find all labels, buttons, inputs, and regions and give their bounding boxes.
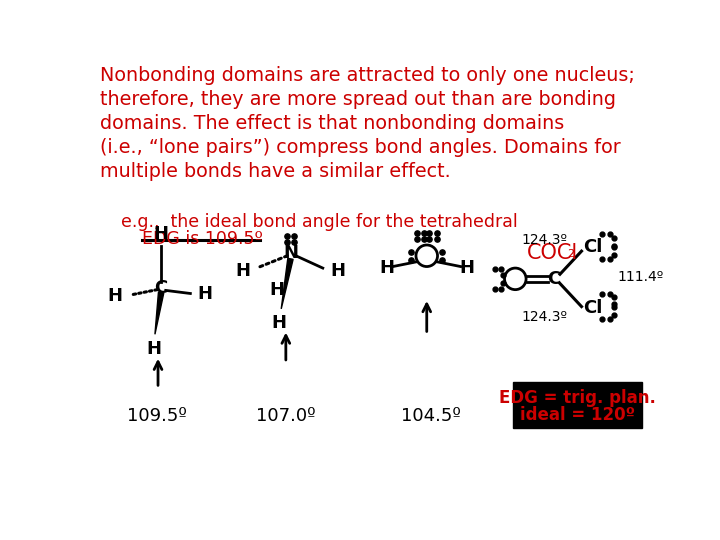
- Text: H: H: [235, 262, 251, 280]
- Text: 124.3º: 124.3º: [521, 233, 567, 247]
- Text: e.g.,  the ideal bond angle for the tetrahedral: e.g., the ideal bond angle for the tetra…: [121, 213, 518, 231]
- Polygon shape: [155, 292, 163, 334]
- Text: H: H: [459, 259, 474, 277]
- Text: ideal = 120º: ideal = 120º: [520, 406, 635, 424]
- Text: Cl: Cl: [583, 238, 603, 255]
- Text: 104.5º: 104.5º: [400, 408, 461, 426]
- Text: N: N: [283, 244, 298, 262]
- Text: H: H: [153, 225, 168, 244]
- Text: H: H: [146, 340, 161, 359]
- Text: COCl: COCl: [527, 244, 578, 264]
- Text: Nonbonding domains are attracted to only one nucleus;
therefore, they are more s: Nonbonding domains are attracted to only…: [99, 66, 634, 180]
- Text: H: H: [197, 285, 212, 303]
- Text: 107.0º: 107.0º: [256, 408, 315, 426]
- Text: 109.5º: 109.5º: [127, 408, 187, 426]
- Text: EDG = trig. plan.: EDG = trig. plan.: [499, 389, 656, 407]
- Bar: [513, 382, 642, 428]
- Polygon shape: [282, 258, 293, 309]
- Text: 111.4º: 111.4º: [618, 271, 664, 285]
- Text: H: H: [271, 314, 287, 332]
- Text: H: H: [107, 287, 122, 305]
- Text: H: H: [269, 281, 284, 299]
- Text: H: H: [330, 262, 346, 280]
- Text: C: C: [155, 279, 168, 297]
- Text: ₂: ₂: [567, 244, 574, 261]
- Text: H: H: [379, 259, 395, 277]
- Text: 124.3º: 124.3º: [521, 310, 567, 325]
- Text: Cl: Cl: [583, 299, 603, 317]
- Text: C: C: [547, 270, 560, 288]
- Text: EDG is 109.5º: EDG is 109.5º: [142, 230, 263, 247]
